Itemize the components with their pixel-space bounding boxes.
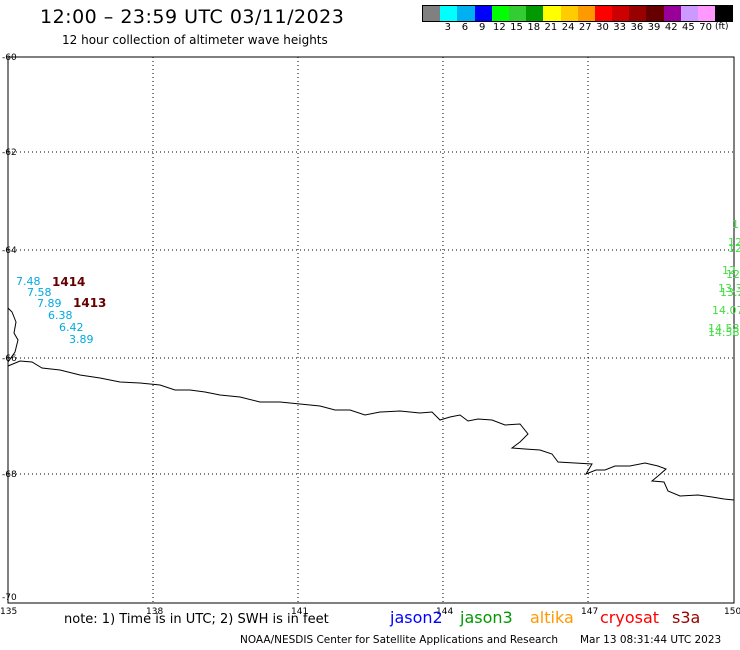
color-swatch xyxy=(629,6,647,21)
color-scale-label: 33 xyxy=(613,22,627,33)
color-scale-label: 30 xyxy=(596,22,609,33)
swh-value: 13.2 xyxy=(720,286,740,299)
color-swatch xyxy=(423,6,441,21)
satellite-legend-item: jason2 xyxy=(390,608,443,627)
swh-value: 3.89 xyxy=(69,333,94,346)
color-scale-label: 21 xyxy=(544,22,558,33)
color-swatch xyxy=(526,6,544,21)
lat-label-62: -62 xyxy=(2,148,17,158)
color-scale-label: 18 xyxy=(527,22,541,33)
swh-value: 6.38 xyxy=(48,309,73,322)
time-mark-1413: 1413 xyxy=(73,296,106,310)
color-scale-label: 12 xyxy=(492,22,506,33)
time-mark-1414: 1414 xyxy=(52,275,85,289)
note-text: note: 1) Time is in UTC; 2) SWH is in fe… xyxy=(64,612,329,627)
satellite-legend-item: cryosat xyxy=(600,608,660,627)
color-scale-unit: (ft) xyxy=(715,22,729,32)
swh-value: 14.58 xyxy=(708,326,740,339)
color-swatch xyxy=(474,6,492,21)
color-swatch xyxy=(698,6,716,21)
swh-value: 7.58 xyxy=(27,286,52,299)
satellite-legend-item: altika xyxy=(530,608,574,627)
swh-value: 14.53 xyxy=(708,322,740,335)
color-swatch xyxy=(543,6,561,21)
swh-value: 13.3 xyxy=(718,282,740,295)
footer-credit: NOAA/NESDIS Center for Satellite Applica… xyxy=(240,634,558,646)
lon-label-141: 141 xyxy=(291,607,308,617)
satellite-legend-item: s3a xyxy=(672,608,701,627)
color-scale-label: 15 xyxy=(510,22,523,33)
lat-label-60: -60 xyxy=(2,53,17,63)
color-swatch xyxy=(594,6,613,21)
color-scale-label: 36 xyxy=(630,22,644,33)
lon-label-147: 147 xyxy=(581,607,598,617)
color-swatch xyxy=(560,6,578,21)
color-scale-label: 27 xyxy=(578,22,592,33)
color-swatch xyxy=(440,6,458,21)
lon-label-138: 138 xyxy=(146,607,163,617)
swh-value: 12 xyxy=(728,242,740,255)
color-scale-labels: 3 6 9 12 15 18 21 24 27 30 33 36 39 42 45 70 xyxy=(422,22,714,33)
color-scale-label: 6 xyxy=(461,22,469,33)
lon-label-144: 144 xyxy=(436,607,453,617)
color-scale-bar xyxy=(422,5,734,22)
swh-value: 7.48 xyxy=(16,275,41,288)
swh-value: 12 xyxy=(728,236,740,249)
color-scale-label: 39 xyxy=(647,22,661,33)
lon-label-150: 150 xyxy=(724,607,740,617)
swh-value: 12. xyxy=(726,268,740,281)
color-scale-label: 3 xyxy=(444,22,451,33)
lat-label-64: -64 xyxy=(2,246,17,256)
lat-label-70: -70 xyxy=(2,593,17,603)
lon-label-135: 135 xyxy=(0,607,17,617)
plot-frame xyxy=(7,56,735,604)
color-swatch xyxy=(457,6,475,21)
satellite-legend-item: jason3 xyxy=(460,608,513,627)
color-swatch xyxy=(491,6,509,21)
swh-value: 1. xyxy=(732,218,740,231)
map-subtitle: 12 hour collection of altimeter wave hei… xyxy=(62,33,328,47)
swh-value: 14.07 xyxy=(712,304,740,317)
observations-left: 7.487.587.896.386.423.89 xyxy=(16,275,94,346)
map-title: 12:00 – 23:59 UTC 03/11/2023 xyxy=(40,6,345,28)
color-scale-label: 9 xyxy=(478,22,486,33)
color-scale-label: 45 xyxy=(682,22,695,33)
color-scale-label: 42 xyxy=(664,22,678,33)
grid-lines xyxy=(8,57,734,603)
color-swatch xyxy=(680,6,698,21)
swh-value: 7.89 xyxy=(37,297,62,310)
color-scale-label: 24 xyxy=(561,22,575,33)
color-swatch xyxy=(646,6,664,21)
color-swatch xyxy=(508,6,527,21)
lat-label-66: -66 xyxy=(2,354,17,364)
swh-value: 12 xyxy=(722,264,736,277)
color-swatch xyxy=(577,6,595,21)
swh-value: 6.42 xyxy=(59,321,84,334)
coastline xyxy=(7,307,735,501)
lat-label-68: -68 xyxy=(2,470,17,480)
color-swatch xyxy=(663,6,681,21)
color-swatch xyxy=(715,6,733,21)
footer-timestamp: Mar 13 08:31:44 UTC 2023 xyxy=(580,634,722,646)
color-scale-label: 70 xyxy=(699,22,712,33)
color-swatch xyxy=(612,6,630,21)
